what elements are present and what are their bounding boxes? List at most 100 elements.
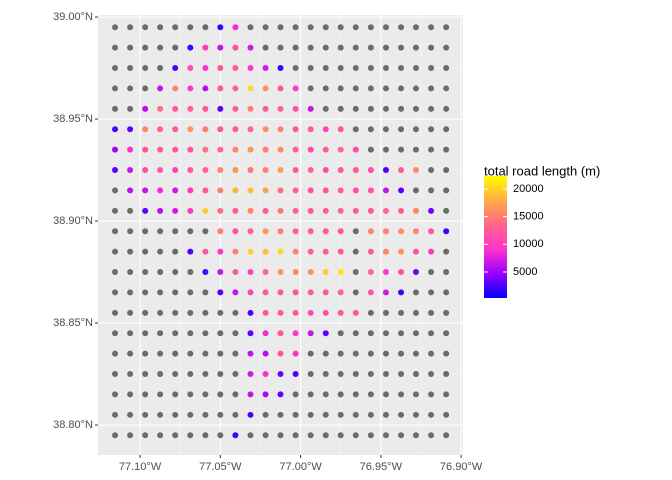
point — [262, 432, 269, 439]
point — [232, 207, 239, 214]
point — [428, 44, 435, 51]
point — [307, 248, 314, 255]
point — [187, 207, 194, 214]
point — [217, 187, 224, 194]
point — [352, 85, 359, 92]
point — [412, 85, 419, 92]
point — [202, 207, 209, 214]
point — [443, 309, 450, 316]
point — [398, 432, 405, 439]
point — [412, 65, 419, 72]
point — [428, 411, 435, 418]
point — [232, 167, 239, 174]
point — [187, 167, 194, 174]
point — [398, 330, 405, 337]
point — [232, 85, 239, 92]
point — [412, 167, 419, 174]
point — [307, 309, 314, 316]
point — [352, 391, 359, 398]
point — [232, 432, 239, 439]
point — [352, 167, 359, 174]
point — [277, 85, 284, 92]
point — [202, 371, 209, 378]
point — [247, 44, 254, 51]
point — [247, 146, 254, 153]
point — [337, 248, 344, 255]
point — [382, 309, 389, 316]
y-tick-label: 38.90°N — [53, 215, 93, 227]
point — [262, 187, 269, 194]
point — [127, 391, 134, 398]
point — [292, 85, 299, 92]
point — [112, 309, 119, 316]
point — [352, 411, 359, 418]
point — [187, 371, 194, 378]
point — [157, 167, 164, 174]
x-tick-label: 76.90°W — [440, 461, 483, 473]
point — [262, 207, 269, 214]
point — [112, 126, 119, 133]
point — [428, 207, 435, 214]
point — [232, 411, 239, 418]
point — [322, 269, 329, 276]
y-tick-label: 38.95°N — [53, 113, 93, 125]
point — [142, 44, 149, 51]
point — [322, 391, 329, 398]
point — [307, 330, 314, 337]
point — [157, 289, 164, 296]
point — [443, 432, 450, 439]
point — [217, 289, 224, 296]
point — [187, 228, 194, 235]
point — [352, 269, 359, 276]
point — [262, 371, 269, 378]
point — [127, 207, 134, 214]
point — [443, 187, 450, 194]
point — [443, 24, 450, 31]
point — [202, 85, 209, 92]
y-tick-label: 39.00°N — [53, 11, 93, 23]
point — [247, 167, 254, 174]
point — [292, 146, 299, 153]
point — [157, 105, 164, 112]
point — [112, 350, 119, 357]
point — [412, 146, 419, 153]
point — [142, 187, 149, 194]
point — [247, 228, 254, 235]
point — [322, 167, 329, 174]
point — [277, 207, 284, 214]
point — [307, 146, 314, 153]
point — [292, 24, 299, 31]
point — [277, 289, 284, 296]
point — [307, 411, 314, 418]
point — [262, 85, 269, 92]
point — [112, 289, 119, 296]
point — [412, 207, 419, 214]
point — [157, 44, 164, 51]
point — [172, 228, 179, 235]
point — [322, 24, 329, 31]
point — [112, 167, 119, 174]
point — [112, 207, 119, 214]
point — [142, 65, 149, 72]
point — [142, 330, 149, 337]
point — [307, 85, 314, 92]
point — [277, 65, 284, 72]
point — [142, 432, 149, 439]
point — [337, 126, 344, 133]
point — [322, 187, 329, 194]
point — [382, 289, 389, 296]
x-tick-label: 77.10°W — [119, 461, 162, 473]
point — [412, 432, 419, 439]
point — [398, 248, 405, 255]
point — [322, 289, 329, 296]
point — [307, 167, 314, 174]
point — [337, 207, 344, 214]
point — [277, 126, 284, 133]
point — [398, 24, 405, 31]
point — [412, 44, 419, 51]
point — [232, 269, 239, 276]
point — [112, 228, 119, 235]
point — [443, 146, 450, 153]
point — [127, 269, 134, 276]
point — [202, 309, 209, 316]
